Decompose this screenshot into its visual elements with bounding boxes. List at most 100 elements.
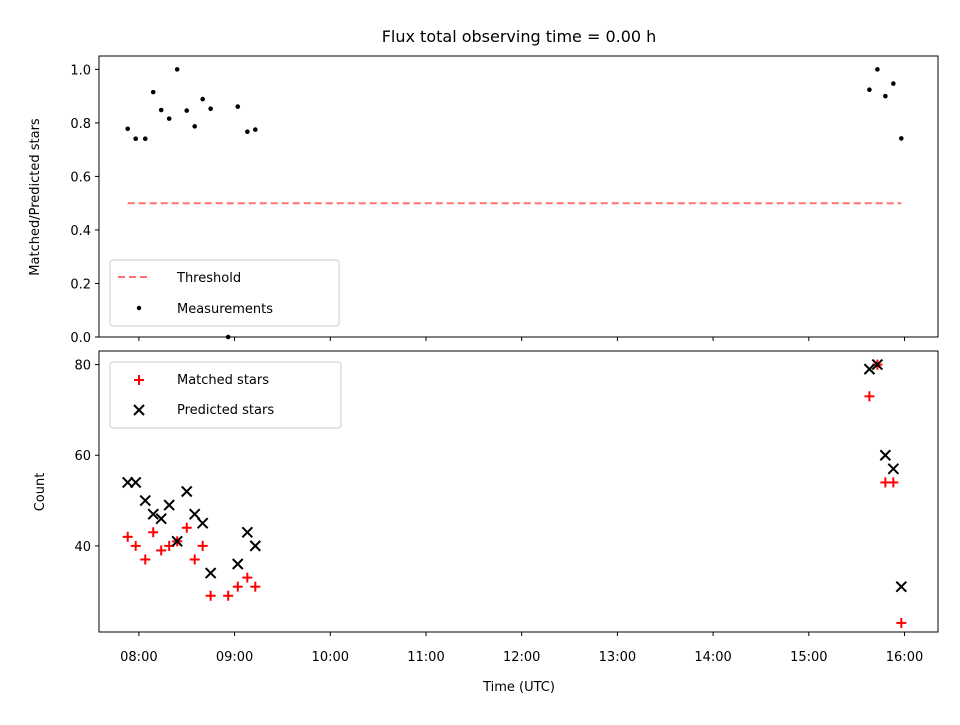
measurement-point [245,129,250,135]
matched-star-point [197,540,208,551]
measurement-point [208,106,213,112]
matched-star-point [864,391,875,402]
ratio-legend: Threshold Measurements [109,259,340,327]
measurement-point [174,67,180,72]
matched-star-point [250,581,261,592]
predicted-star-point [147,508,159,520]
count-legend-box [109,361,342,429]
predicted-star-point [139,494,151,507]
legend-predicted-swatch [133,404,145,416]
count-x-ticks: 08:00 09:00 10:00 11:00 12:00 13:00 14:00 15:00… [120,632,923,665]
predicted-star-point [895,580,908,593]
measurement-point [883,93,888,99]
legend-matched-label: Matched stars [177,373,269,388]
ratio-y-axis-label: Matched/Predicted stars [28,118,43,276]
measurement-point [150,89,156,95]
count-y-tick-label: 40 [74,540,91,555]
ratio-plot-frame [98,55,939,338]
matched-star-point [122,531,133,542]
predicted-star-point [181,485,193,498]
ratio-y-ticks: 0.0 0.2 0.4 0.6 0.8 1.0 [70,63,99,346]
x-tick-label: 13:00 [599,650,636,665]
legend-predicted-label: Predicted stars [177,403,274,418]
legend-matched-marker [134,375,144,385]
ratio-y-tick-label: 0.8 [70,117,91,132]
measurement-point [142,136,148,141]
predicted-star-point [129,476,142,489]
ratio-y-tick-label: 0.2 [70,277,91,292]
ratio-legend-box [109,259,340,327]
x-tick-label: 16:00 [886,650,923,665]
ratio-panel: Matched/Predicted stars 0.0 0.2 0.4 0.6 0.8 1… [28,55,939,346]
count-y-tick-label: 60 [74,449,91,464]
predicted-star-point [171,535,183,548]
predicted-star-point [155,512,167,525]
measurement-point [133,136,138,141]
measurement-point [125,126,131,132]
predicted-star-point [232,558,244,570]
predicted-star-point [249,540,262,552]
predicted-star-point [196,517,209,529]
legend-measurements-label: Measurements [177,302,273,317]
chart-title: Flux total observing time = 0.00 h [382,27,657,46]
matched-star-point [130,540,141,551]
ratio-y-tick-label: 0.0 [70,331,91,346]
predicted-star-point [887,463,900,475]
predicted-star-point [871,358,884,371]
count-legend: Matched stars Predicted stars [109,361,342,429]
x-tick-label: 10:00 [312,650,349,665]
measurement-point [192,124,198,129]
matched-star-point [242,572,253,583]
measurement-point [253,127,258,132]
measurement-point [184,108,190,113]
x-tick-label: 11:00 [407,650,444,665]
legend-threshold-label: Threshold [176,271,241,286]
matched-star-point [156,545,167,556]
matched-star-point [888,477,899,488]
ratio-x-ticks [138,337,906,341]
matched-star-point [223,590,234,601]
measurement-point [867,87,872,93]
predicted-star-point [204,567,217,579]
x-tick-label: 09:00 [216,650,253,665]
count-panel: Count Time (UTC) 40 60 80 08:00 09:00 10:00 1… [33,350,939,695]
predicted-star-point [879,449,892,461]
x-tick-label: 08:00 [120,650,157,665]
measurement-point [166,116,172,121]
ratio-y-tick-label: 0.6 [70,170,91,185]
legend-measurements-swatch [136,305,142,311]
count-y-axis-label: Count [33,473,48,512]
predicted-star-point [241,526,254,538]
measurement-point [235,104,241,109]
count-y-tick-label: 80 [74,359,91,374]
ratio-y-tick-label: 0.4 [70,224,91,239]
matched-star-point [896,617,907,628]
x-axis-label: Time (UTC) [482,680,555,695]
ratio-marks [125,67,904,340]
measurement-point [200,96,205,102]
matched-star-point [148,527,159,538]
measurement-point [875,67,880,72]
matched-star-point [189,554,200,565]
ratio-y-tick-label: 1.0 [70,63,91,78]
count-y-ticks: 40 60 80 [74,359,99,555]
x-tick-label: 14:00 [694,650,731,665]
legend-matched-swatch [134,375,144,385]
measurement-point [225,334,231,340]
measurement-point [891,81,896,86]
predicted-star-point [863,363,876,375]
predicted-star-point [188,508,201,520]
x-tick-label: 12:00 [503,650,540,665]
legend-predicted-marker [133,404,145,416]
count-marks [122,358,908,628]
matched-star-point [140,554,151,565]
matched-star-point [181,522,192,533]
measurement-point [899,136,904,141]
measurement-point [158,107,164,113]
x-tick-label: 15:00 [790,650,827,665]
count-plot-frame [98,350,939,633]
predicted-star-point [163,499,175,511]
matched-star-point [205,590,216,601]
matched-star-point [232,581,243,592]
